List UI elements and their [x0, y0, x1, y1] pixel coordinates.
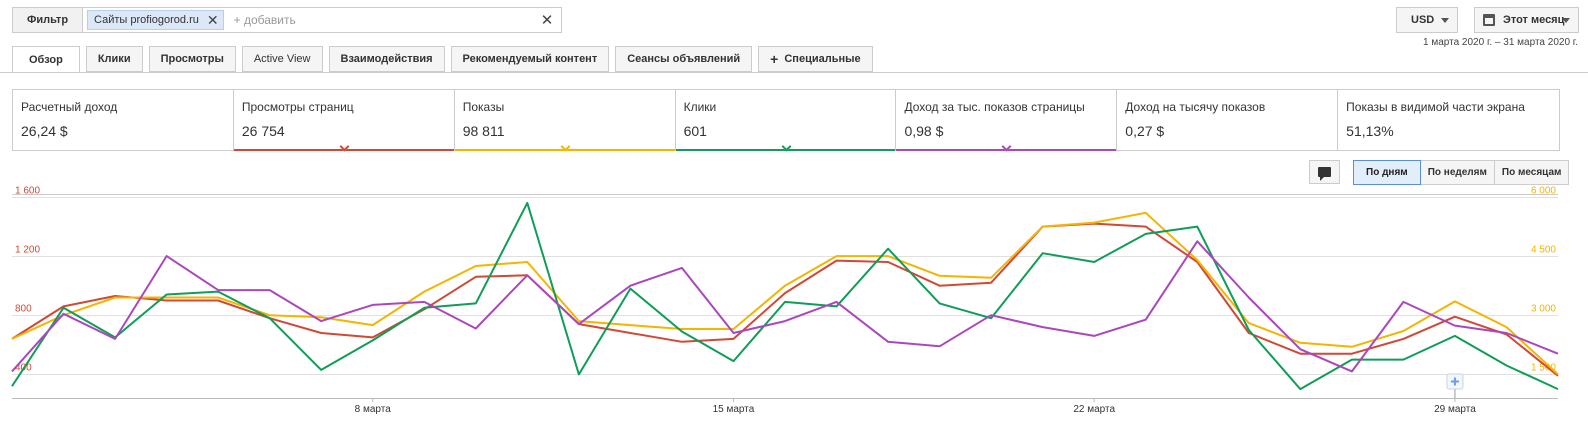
- metric-page-rpm[interactable]: Доход за тыс. показов страницы 0,98 $: [896, 90, 1118, 152]
- metric-value: 26 754: [241, 123, 285, 139]
- metric-value: 0,98 $: [904, 123, 944, 139]
- left-axis-tick-label: 800: [15, 304, 32, 315]
- tab-clicks[interactable]: Клики: [85, 46, 143, 72]
- x-axis-tick-label: 29 марта: [1434, 404, 1476, 415]
- metric-clicks[interactable]: Клики 601: [675, 90, 897, 152]
- series-line[interactable]: [11, 240, 1559, 373]
- left-axis-tick-label: 1 200: [15, 245, 40, 256]
- series-line[interactable]: [11, 201, 1559, 391]
- tab-ad-sessions[interactable]: Сеансы объявлений: [615, 46, 753, 72]
- plus-icon: +: [770, 51, 779, 67]
- metric-label: Доход за тыс. показов страницы: [904, 100, 1085, 114]
- add-filter-input[interactable]: + добавить: [233, 13, 296, 27]
- metric-impressions[interactable]: Показы 98 811: [454, 90, 676, 152]
- chevron-down-icon: [1562, 18, 1570, 23]
- right-axis-tick-label: 6 000: [1531, 186, 1556, 197]
- series-line[interactable]: [11, 222, 1559, 377]
- metric-label: Клики: [683, 100, 717, 114]
- filter-button[interactable]: Фильтр: [13, 8, 84, 32]
- metric-viewability[interactable]: Показы в видимой части экрана 51,13%: [1338, 90, 1559, 150]
- tabs-divider: [0, 72, 1588, 73]
- chevron-down-icon: [1441, 18, 1449, 23]
- filter-bar: Фильтр Сайты profiogorod.ru ✕ + добавить…: [12, 7, 562, 33]
- metric-page-views[interactable]: Просмотры страниц 26 754: [233, 90, 455, 152]
- right-axis-tick-label: 4 500: [1531, 245, 1556, 256]
- tab-custom[interactable]: + Специальные: [758, 46, 873, 72]
- granularity-days[interactable]: По дням: [1353, 160, 1421, 185]
- granularity-toggle: По дням По неделям По месяцам: [1353, 160, 1570, 185]
- tab-recommended-content[interactable]: Рекомендуемый контент: [450, 46, 610, 72]
- period-dropdown[interactable]: Этот месяц: [1474, 7, 1579, 33]
- metric-estimated-revenue[interactable]: Расчетный доход 26,24 $: [13, 90, 234, 150]
- tab-custom-label: Специальные: [784, 53, 861, 65]
- x-axis-tick-label: 8 марта: [355, 404, 392, 415]
- date-range: 1 марта 2020 г. – 31 марта 2020 г.: [1423, 37, 1578, 48]
- series-line[interactable]: [11, 211, 1559, 376]
- clear-filter-icon[interactable]: ✕: [540, 12, 554, 29]
- report-tabs: Обзор Клики Просмотры Active View Взаимо…: [12, 46, 879, 73]
- close-icon[interactable]: ✕: [206, 12, 219, 28]
- tab-interactions[interactable]: Взаимодействия: [328, 46, 445, 72]
- comment-icon: [1318, 167, 1331, 181]
- metric-label: Показы в видимой части экрана: [1346, 100, 1525, 114]
- period-label: Этот месяц: [1503, 14, 1565, 26]
- metrics-row: Расчетный доход 26,24 $ Просмотры страни…: [12, 89, 1560, 152]
- right-axis-tick-label: 3 000: [1531, 304, 1556, 315]
- metric-value: 51,13%: [1346, 123, 1394, 139]
- tab-active-view[interactable]: Active View: [241, 46, 323, 72]
- metric-label: Расчетный доход: [21, 100, 118, 114]
- metric-label: Показы: [462, 100, 505, 114]
- annotation-button[interactable]: [1309, 160, 1340, 184]
- metric-value: 0,27 $: [1125, 123, 1165, 139]
- tab-views[interactable]: Просмотры: [148, 46, 236, 72]
- x-axis-tick-label: 15 марта: [713, 404, 755, 415]
- metric-value: 98 811: [462, 123, 505, 139]
- metric-label: Просмотры страниц: [241, 100, 354, 114]
- filter-chip-label: Сайты profiogorod.ru: [94, 14, 199, 26]
- right-axis-tick-label: 1 500: [1531, 363, 1556, 374]
- currency-dropdown[interactable]: USD: [1396, 7, 1458, 33]
- currency-label: USD: [1411, 14, 1435, 26]
- metric-value: 601: [683, 123, 707, 139]
- x-axis-tick-label: 22 марта: [1073, 404, 1115, 415]
- calendar-icon: [1483, 14, 1495, 26]
- filter-chip-site[interactable]: Сайты profiogorod.ru ✕: [87, 10, 224, 30]
- metric-value: 26,24 $: [21, 123, 68, 139]
- metric-label: Доход на тысячу показов: [1125, 100, 1266, 114]
- plus-icon: [1450, 377, 1459, 386]
- tab-overview[interactable]: Обзор: [12, 46, 80, 73]
- metric-impression-rpm[interactable]: Доход на тысячу показов 0,27 $: [1117, 90, 1339, 150]
- left-axis-tick-label: 1 600: [15, 186, 40, 197]
- granularity-months[interactable]: По месяцам: [1493, 160, 1570, 185]
